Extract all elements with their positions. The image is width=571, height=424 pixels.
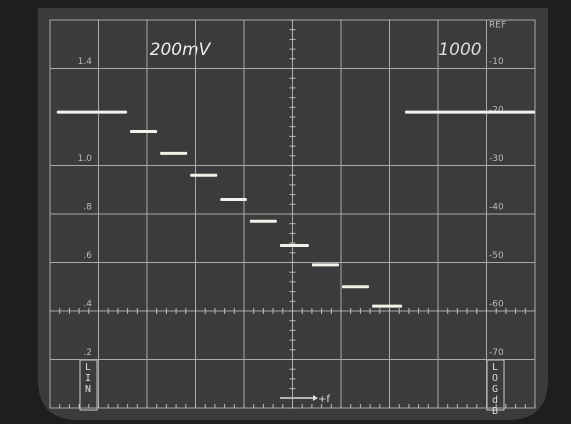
- y2-tick-label: REF: [489, 21, 506, 31]
- y-tick-label: .8: [83, 203, 92, 213]
- y-tick-label: .4: [83, 300, 92, 310]
- y2-tick-label: -70: [489, 348, 504, 358]
- lin-label: LIN: [84, 362, 92, 395]
- y2-tick-label: -40: [489, 203, 504, 213]
- trace-step: [405, 111, 535, 114]
- y-tick-label: 1.0: [78, 154, 93, 164]
- y-tick-label: 1.4: [78, 57, 93, 67]
- trace-step: [312, 263, 339, 266]
- y2-tick-label: -10: [489, 57, 504, 67]
- trace-step: [130, 130, 157, 133]
- volts-label: 200mV: [150, 40, 212, 60]
- trace-step: [280, 244, 309, 247]
- trace-step: [342, 285, 369, 288]
- trace-step: [160, 152, 187, 155]
- trace-step: [220, 198, 247, 201]
- y-tick-label: .2: [83, 348, 92, 358]
- screen: 200mV 1000 +f 1.4 1.0 .8 .6 .4 .2 REF -10 -20 -30…: [0, 0, 571, 424]
- freq-label: +f: [318, 394, 330, 405]
- y-tick-label: .6: [83, 251, 92, 261]
- y2-tick-label: -50: [489, 251, 504, 261]
- log-label: LOG dB: [491, 362, 499, 417]
- trace-step: [372, 305, 402, 308]
- trace-step: [57, 111, 127, 114]
- rate-label: 1000: [438, 40, 481, 60]
- trace-step: [250, 220, 277, 223]
- trace-step: [190, 174, 217, 177]
- y2-tick-label: -20: [489, 106, 504, 116]
- oscilloscope-photo: 200mV 1000 +f 1.4 1.0 .8 .6 .4 .2 REF -10 -20 -30…: [0, 0, 571, 424]
- y2-tick-label: -30: [489, 154, 504, 164]
